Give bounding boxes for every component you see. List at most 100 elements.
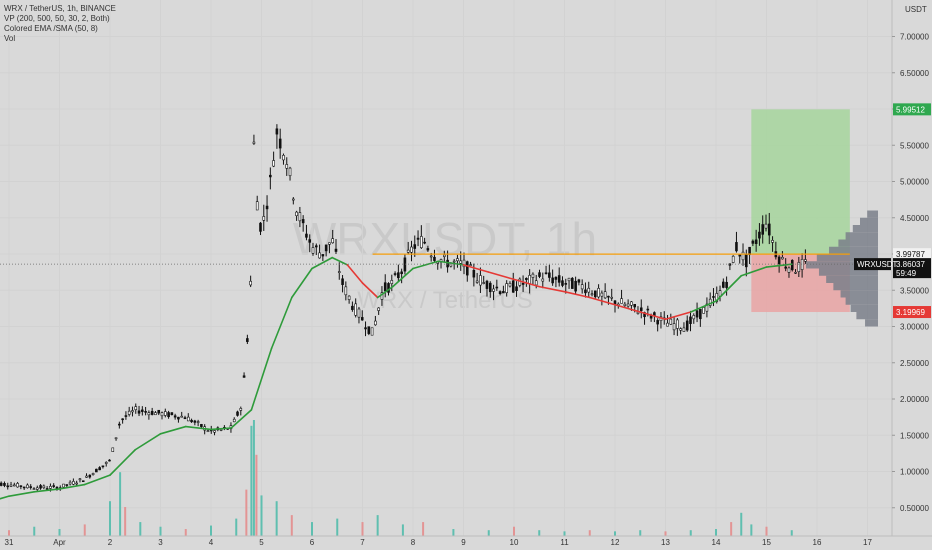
candle-body — [531, 273, 535, 278]
x-tick-label: 8 — [411, 538, 416, 547]
candle-body — [597, 288, 600, 298]
candle-body — [771, 240, 774, 243]
candle-body — [577, 279, 581, 283]
candle-body — [0, 482, 3, 486]
ema-segment — [487, 271, 515, 281]
candle-body — [321, 254, 325, 257]
candle-body — [580, 284, 584, 290]
candle-body — [134, 406, 138, 410]
candle-body — [196, 421, 200, 423]
volume-bar — [184, 529, 187, 536]
time-axis[interactable]: 31 Apr 2 3 4 5 6 7 8 9 10 11 12 13 14 15 16 17 — [5, 538, 873, 547]
y-tick-label: 5.50000 — [900, 141, 929, 150]
gridlines — [0, 0, 892, 536]
profile-bar — [826, 275, 878, 283]
candle-body — [318, 252, 321, 259]
candle-body — [502, 291, 505, 294]
candle-body — [6, 485, 10, 488]
candle-body — [400, 271, 403, 275]
ema-segment — [311, 256, 334, 270]
candle-body — [406, 249, 410, 253]
candle-body — [344, 286, 348, 296]
candle-body — [85, 475, 88, 478]
volume-bar — [58, 529, 61, 536]
candle-body — [433, 256, 436, 261]
candle-body — [295, 211, 298, 217]
volume-bar — [250, 425, 253, 536]
x-tick-label: 5 — [259, 538, 264, 547]
candle-body — [262, 216, 266, 221]
candle-body — [571, 277, 574, 289]
x-tick-label: 17 — [863, 538, 872, 547]
y-tick-label: 3.00000 — [900, 323, 929, 332]
x-tick-label: 2 — [108, 538, 113, 547]
candle-body — [725, 281, 728, 288]
volume-bar — [730, 522, 733, 536]
volume-bar — [124, 507, 127, 536]
volume-bar — [715, 529, 717, 536]
candle-body — [314, 245, 318, 248]
profile-bar — [840, 290, 878, 298]
legend-ema-sma[interactable]: Colored EMA /SMA (50, 8) — [4, 24, 98, 33]
candle-body — [797, 262, 801, 272]
ema-segment — [538, 285, 566, 293]
candle-body — [45, 488, 49, 490]
candle-body — [735, 242, 738, 252]
candle-body — [242, 375, 246, 378]
candle-body — [784, 266, 787, 269]
candle-body — [475, 280, 479, 283]
legend-volume-profile[interactable]: VP (200, 500, 50, 30, 2, Both) — [4, 14, 110, 23]
legend-symbol[interactable]: WRX / TetherUS, 1h, BINANCE — [4, 4, 116, 13]
candle-body — [508, 282, 512, 287]
candle-body — [131, 410, 134, 413]
y-tick-label: 2.00000 — [900, 395, 929, 404]
legend-volume[interactable]: Vol — [4, 34, 16, 43]
candle-body — [777, 256, 781, 265]
candle-body — [465, 261, 469, 276]
candle-body — [68, 481, 72, 485]
candle-body — [600, 292, 604, 297]
candle-body — [75, 482, 78, 485]
last-price-tag-bg — [893, 258, 931, 279]
ema-segment — [588, 296, 616, 306]
candle-body — [669, 318, 673, 325]
countdown-tag: 59:49 — [896, 269, 917, 278]
candle-body — [541, 278, 545, 282]
volume-bar — [235, 518, 238, 536]
ema-segment — [58, 483, 86, 490]
candle-body — [104, 462, 108, 464]
candle-body — [639, 307, 643, 311]
y-tick-label: 6.50000 — [900, 69, 929, 78]
candle-body — [705, 303, 709, 312]
ema-line — [0, 256, 793, 500]
ema-segment — [639, 311, 667, 321]
candle-body — [347, 295, 351, 300]
last-price-tag: 3.86037 — [896, 260, 925, 269]
candle-body — [246, 338, 249, 342]
stop-price-tag-bg — [893, 306, 931, 319]
ema-segment — [250, 347, 273, 411]
candle-body — [685, 320, 689, 331]
ema-segment — [346, 264, 364, 284]
candle-body — [551, 277, 554, 284]
candle-body — [413, 244, 417, 249]
candle-body — [65, 484, 69, 486]
candle-body — [78, 478, 82, 481]
candle-body — [364, 327, 367, 330]
candle-body — [328, 242, 331, 245]
candle-body — [269, 174, 272, 178]
profile-bar — [806, 261, 878, 269]
volume-bar — [487, 530, 490, 536]
candle-body — [357, 308, 361, 318]
candle-body — [744, 254, 748, 268]
x-tick-label: 3 — [158, 538, 163, 547]
candle-body — [594, 290, 597, 298]
candle-body — [334, 248, 338, 252]
candle-body — [173, 415, 177, 418]
candle-body — [758, 231, 761, 239]
candle-body — [180, 415, 184, 418]
candle-body — [548, 272, 551, 278]
candle-body — [498, 291, 502, 294]
candle-body — [16, 483, 19, 488]
